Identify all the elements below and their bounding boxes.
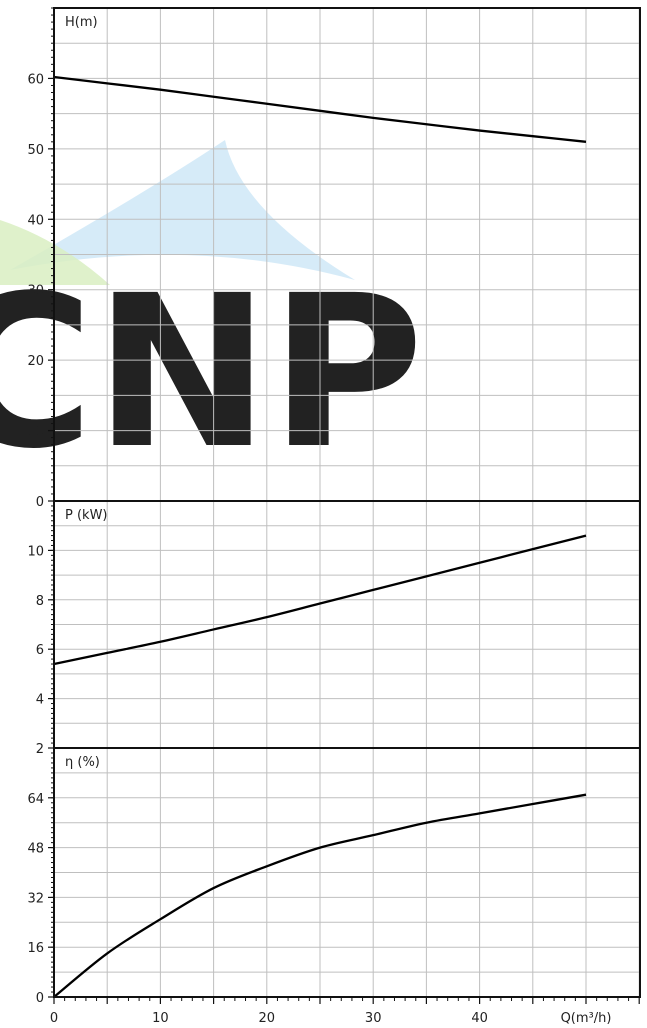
y-tick-label: 4 <box>36 693 44 708</box>
panel-ylabel: H(m) <box>65 15 98 30</box>
x-axis-label: Q(m³/h) <box>561 1011 612 1026</box>
y-tick-label: 30 <box>27 284 44 299</box>
y-tick-label: 64 <box>27 792 44 807</box>
y-tick-label: 60 <box>27 72 44 87</box>
y-tick-label: 0 <box>36 991 44 1006</box>
frame <box>48 7 641 1004</box>
curves <box>53 75 587 998</box>
series-line <box>53 534 587 666</box>
panel-ylabel: P (kW) <box>65 508 108 523</box>
x-tick-label: 10 <box>152 1011 169 1026</box>
y-tick-label: 20 <box>27 354 44 369</box>
y-tick-label: 6 <box>36 643 44 658</box>
y-tick-label: 10 <box>27 425 44 440</box>
series-line <box>53 793 587 998</box>
watermark-swoosh-blue <box>10 140 355 280</box>
x-tick-label: 20 <box>259 1011 276 1026</box>
y-tick-label: 2 <box>36 742 44 757</box>
cnp-watermark: CNP <box>0 140 424 495</box>
panel-frame <box>53 747 641 998</box>
y-tick-label: 0 <box>36 495 44 510</box>
x-tick-label: 0 <box>50 1011 58 1026</box>
series-line <box>53 75 587 143</box>
labels: 0 10 20 30 40 50 60 H(m) 2 4 6 8 10 P (kW) 0 16 32 48 64 η … <box>27 15 611 1026</box>
y-tick-label: 50 <box>27 143 44 158</box>
x-tick-label: 30 <box>365 1011 382 1026</box>
y-tick-label: 40 <box>27 213 44 228</box>
y-tick-label: 10 <box>27 544 44 559</box>
y-tick-label: 32 <box>27 891 44 906</box>
x-tick-label: 40 <box>471 1011 488 1026</box>
y-tick-label: 8 <box>36 594 44 609</box>
grid <box>54 8 640 997</box>
y-tick-label: 48 <box>27 842 44 857</box>
watermark-text: CNP <box>0 250 424 495</box>
panel-ylabel: η (%) <box>65 755 100 770</box>
y-tick-label: 16 <box>27 941 44 956</box>
